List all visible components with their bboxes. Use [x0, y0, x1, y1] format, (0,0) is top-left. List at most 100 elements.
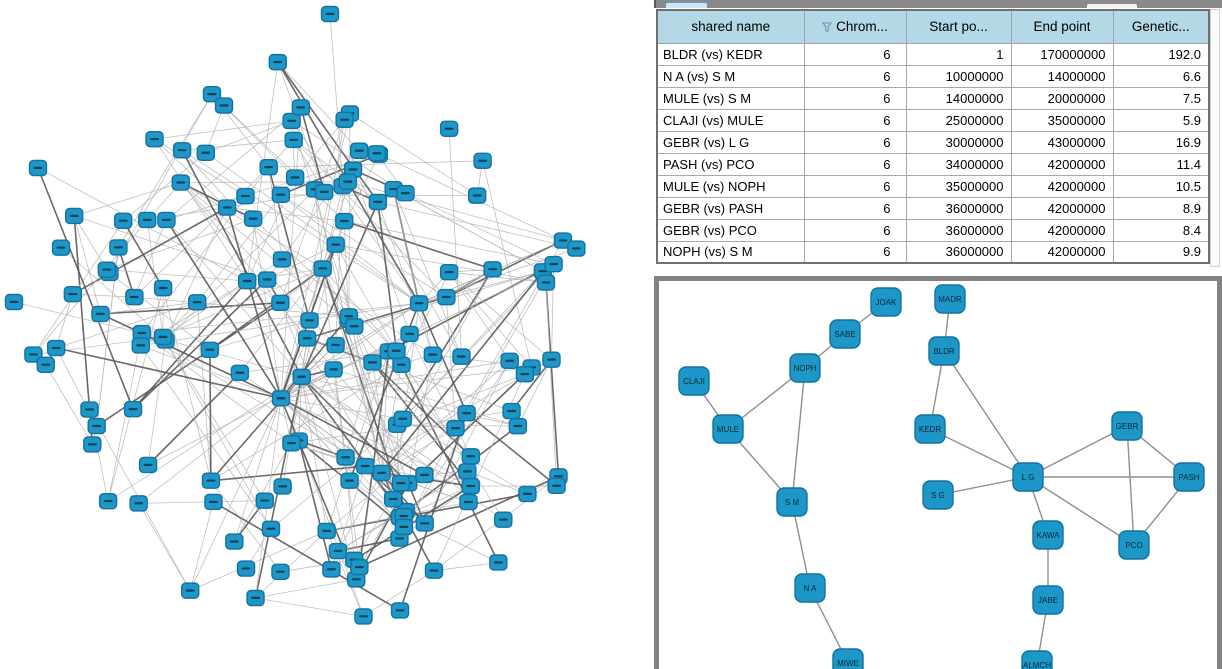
- network-node[interactable]: [138, 456, 158, 474]
- network-node[interactable]: [324, 361, 343, 378]
- network-node[interactable]: [261, 520, 281, 537]
- network-edge[interactable]: [1027, 476, 1135, 546]
- network-node[interactable]: [284, 131, 303, 149]
- table-row[interactable]: GEBR (vs) PASH 6 36000000 42000000 8.9: [656, 196, 1210, 220]
- network-node[interactable]: [214, 97, 234, 114]
- table-cell-end-point[interactable]: 14000000: [1010, 64, 1114, 88]
- table-cell-shared-name[interactable]: GEBR (vs) PASH: [656, 196, 805, 220]
- column-header-end-point[interactable]: End point: [1010, 9, 1114, 44]
- network-node[interactable]: [328, 542, 348, 560]
- table-row[interactable]: MULE (vs) S M 6 14000000 20000000 7.5: [656, 86, 1210, 110]
- network-node[interactable]: [437, 288, 456, 306]
- network-node[interactable]: [317, 522, 336, 540]
- table-row[interactable]: N A (vs) S M 6 10000000 14000000 6.6: [656, 64, 1210, 88]
- network-node[interactable]: [204, 493, 223, 511]
- table-cell-genetic[interactable]: 10.5: [1112, 174, 1210, 198]
- table-cell-start-point[interactable]: 36000000: [905, 240, 1012, 264]
- network-node-bldr[interactable]: BLDR: [928, 336, 960, 366]
- table-cell-shared-name[interactable]: MULE (vs) NOPH: [656, 174, 805, 198]
- table-cell-genetic[interactable]: 7.5: [1112, 86, 1210, 110]
- network-node[interactable]: [400, 325, 419, 343]
- network-node[interactable]: [390, 602, 410, 619]
- table-row[interactable]: GEBR (vs) L G 6 30000000 43000000 16.9: [656, 130, 1210, 154]
- column-header-shared-name[interactable]: shared name: [656, 9, 805, 44]
- network-node[interactable]: [500, 352, 519, 370]
- network-node[interactable]: [236, 187, 255, 205]
- table-cell-genetic[interactable]: 16.9: [1112, 130, 1210, 154]
- table-cell-end-point[interactable]: 42000000: [1010, 174, 1114, 198]
- table-row[interactable]: CLAJI (vs) MULE 6 25000000 35000000 5.9: [656, 108, 1210, 132]
- network-node-kawa[interactable]: KAWA: [1032, 520, 1064, 550]
- table-cell-chromosome[interactable]: 6: [803, 174, 907, 198]
- network-node-kedr[interactable]: KEDR: [914, 414, 946, 444]
- network-node[interactable]: [273, 478, 292, 495]
- table-cell-genetic[interactable]: 11.4: [1112, 152, 1210, 176]
- table-cell-shared-name[interactable]: PASH (vs) PCO: [656, 152, 805, 176]
- network-node[interactable]: [461, 448, 481, 465]
- network-node[interactable]: [567, 240, 586, 257]
- network-node[interactable]: [424, 562, 444, 579]
- network-node[interactable]: [202, 86, 222, 103]
- network-node[interactable]: [188, 294, 207, 311]
- table-cell-start-point[interactable]: 14000000: [905, 86, 1012, 110]
- network-node[interactable]: [200, 341, 220, 358]
- network-node[interactable]: [243, 210, 263, 227]
- table-cell-chromosome[interactable]: 6: [803, 42, 907, 66]
- network-node[interactable]: [271, 186, 291, 204]
- network-node[interactable]: [125, 288, 144, 306]
- network-node[interactable]: [461, 477, 480, 495]
- table-cell-end-point[interactable]: 42000000: [1010, 196, 1114, 220]
- network-edge[interactable]: [1126, 425, 1135, 546]
- table-cell-end-point[interactable]: 42000000: [1010, 152, 1114, 176]
- ui-tab-fragment[interactable]: [1087, 4, 1137, 8]
- network-node[interactable]: [494, 511, 513, 528]
- network-node[interactable]: [322, 561, 341, 578]
- network-node[interactable]: [518, 485, 537, 503]
- network-node[interactable]: [237, 272, 257, 290]
- network-node-joak[interactable]: JOAK: [870, 287, 902, 317]
- network-node[interactable]: [109, 239, 128, 256]
- network-node[interactable]: [297, 330, 317, 347]
- network-node[interactable]: [368, 193, 388, 211]
- network-node[interactable]: [446, 420, 465, 437]
- active-tab-fragment[interactable]: [665, 2, 708, 8]
- filter-funnel-icon[interactable]: [821, 20, 833, 35]
- network-node[interactable]: [544, 255, 563, 273]
- network-node[interactable]: [271, 294, 290, 312]
- network-node[interactable]: [259, 159, 278, 176]
- network-node-l-g[interactable]: L G: [1012, 462, 1044, 492]
- network-node[interactable]: [87, 417, 106, 435]
- network-node[interactable]: [320, 5, 340, 23]
- network-node[interactable]: [46, 339, 66, 357]
- network-node-gebr[interactable]: GEBR: [1111, 411, 1143, 441]
- network-node[interactable]: [272, 251, 292, 268]
- network-node[interactable]: [4, 293, 24, 311]
- network-node-mule[interactable]: MULE: [712, 414, 744, 444]
- network-node-sabe[interactable]: SABE: [829, 319, 861, 349]
- network-node[interactable]: [255, 492, 274, 509]
- table-cell-chromosome[interactable]: 6: [803, 64, 907, 88]
- network-node[interactable]: [415, 515, 434, 532]
- network-node[interactable]: [145, 130, 164, 148]
- network-node[interactable]: [201, 472, 221, 489]
- network-node[interactable]: [138, 211, 157, 229]
- network-node[interactable]: [36, 356, 55, 373]
- table-cell-genetic[interactable]: 5.9: [1112, 108, 1210, 132]
- network-node[interactable]: [326, 336, 345, 354]
- network-node-miwe[interactable]: MIWE: [832, 648, 864, 669]
- table-cell-chromosome[interactable]: 6: [803, 196, 907, 220]
- network-edge[interactable]: [943, 350, 1029, 478]
- network-node[interactable]: [367, 145, 387, 162]
- table-cell-shared-name[interactable]: CLAJI (vs) MULE: [656, 108, 805, 132]
- network-node[interactable]: [171, 174, 190, 191]
- table-cell-end-point[interactable]: 35000000: [1010, 108, 1114, 132]
- network-node-madr[interactable]: MADR: [934, 284, 966, 314]
- network-node[interactable]: [181, 582, 200, 599]
- network-edge[interactable]: [1027, 425, 1128, 478]
- network-node[interactable]: [547, 477, 566, 495]
- table-cell-end-point[interactable]: 170000000: [1010, 42, 1114, 66]
- network-node[interactable]: [354, 608, 373, 625]
- table-cell-chromosome[interactable]: 6: [803, 130, 907, 154]
- table-cell-genetic[interactable]: 8.4: [1112, 218, 1210, 242]
- network-node[interactable]: [336, 449, 355, 466]
